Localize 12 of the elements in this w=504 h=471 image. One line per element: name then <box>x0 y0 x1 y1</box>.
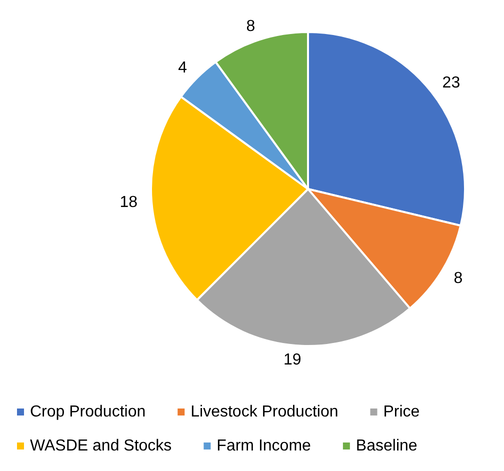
data-label: 8 <box>246 18 256 35</box>
legend-label: Crop Production <box>30 404 146 420</box>
data-label: 19 <box>283 351 302 368</box>
data-label: 8 <box>454 270 463 287</box>
legend-label: Livestock Production <box>190 404 338 420</box>
legend-label: Baseline <box>356 438 418 454</box>
legend-label: Price <box>383 404 420 420</box>
legend-label: WASDE and Stocks <box>30 438 172 454</box>
data-label: 18 <box>120 194 138 211</box>
data-label: 23 <box>442 74 460 92</box>
legend-label: Farm Income <box>216 438 312 454</box>
data-label: 4 <box>178 60 188 77</box>
